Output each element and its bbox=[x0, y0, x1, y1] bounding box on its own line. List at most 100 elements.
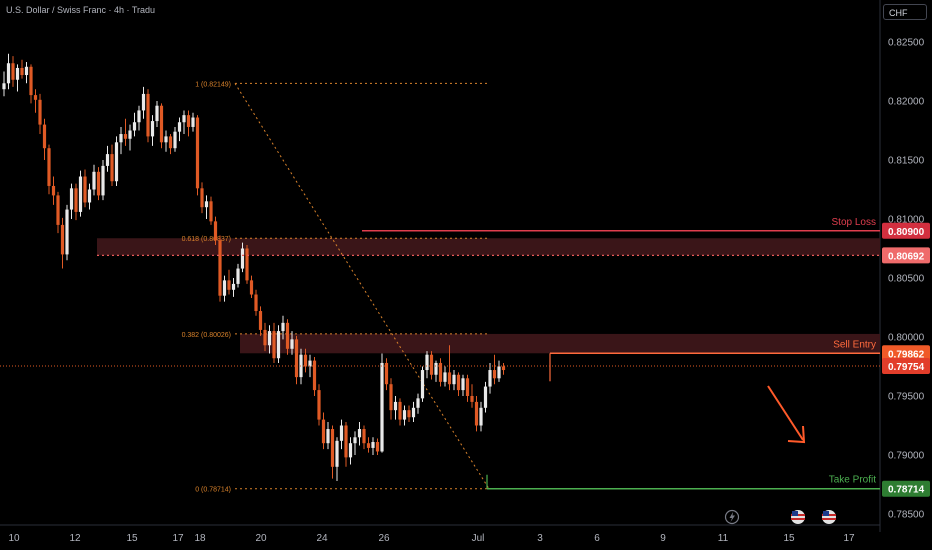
candle-body bbox=[393, 401, 398, 411]
price-tick-label: 0.79500 bbox=[888, 392, 925, 403]
price-axis[interactable]: 0.82500 0.82000 0.81500 0.81000 0.80500 0.800… bbox=[882, 38, 930, 521]
candle-body bbox=[492, 370, 497, 379]
time-tick-label: 11 bbox=[718, 533, 729, 544]
candle-body bbox=[29, 66, 33, 96]
price-tick-label: 0.78500 bbox=[888, 510, 925, 521]
candle-body bbox=[209, 201, 213, 222]
candle-body bbox=[339, 425, 344, 441]
price-tick-label: 0.81500 bbox=[888, 156, 925, 167]
candle-body bbox=[285, 322, 290, 349]
time-tick-label: 15 bbox=[126, 533, 138, 544]
candle-body bbox=[326, 429, 330, 444]
candle-body bbox=[254, 294, 258, 312]
time-tick-label: 24 bbox=[316, 533, 328, 544]
candle-body bbox=[434, 362, 438, 375]
candle-body bbox=[303, 354, 308, 367]
time-axis[interactable]: 10 12 15 17 18 20 24 26 Jul 3 6 9 11 15 17 bbox=[8, 533, 855, 544]
candle-body bbox=[317, 390, 321, 420]
candle-body bbox=[344, 425, 348, 458]
candle-body bbox=[236, 268, 240, 284]
candle-body bbox=[146, 93, 150, 137]
sell-zone bbox=[240, 333, 880, 354]
price-tick-label: 0.82000 bbox=[888, 97, 925, 108]
candle-body bbox=[74, 188, 78, 212]
candle-body bbox=[11, 63, 15, 80]
us-flag-event-icon[interactable] bbox=[791, 510, 805, 524]
time-tick-label: 17 bbox=[172, 533, 184, 544]
candle-body bbox=[150, 121, 155, 137]
trade-levels[interactable]: Stop Loss Sell Entry Take Profit bbox=[0, 217, 880, 490]
candle-body bbox=[272, 331, 276, 359]
candle-body bbox=[15, 67, 20, 80]
candle-body bbox=[128, 130, 132, 139]
candle-body bbox=[2, 83, 6, 90]
candle-body bbox=[123, 134, 128, 139]
current-price-tag-text: 0.79754 bbox=[888, 362, 925, 373]
candle-body bbox=[366, 443, 371, 448]
candle-body bbox=[384, 362, 389, 385]
take-profit-price-tag bbox=[882, 480, 930, 497]
currency-selector[interactable]: CHF bbox=[883, 4, 927, 20]
candle-body bbox=[438, 362, 443, 382]
candle-body bbox=[308, 360, 312, 367]
candle-body bbox=[483, 386, 488, 408]
candle-body bbox=[353, 437, 357, 444]
candle-body bbox=[51, 185, 56, 196]
time-tick-label: 20 bbox=[255, 533, 267, 544]
candle-body bbox=[141, 93, 146, 111]
time-tick-label: 10 bbox=[8, 533, 20, 544]
sell-entry-label: Sell Entry bbox=[833, 339, 876, 350]
take-profit-label: Take Profit bbox=[829, 475, 876, 486]
candle-body bbox=[501, 366, 506, 371]
lightning-event-icon[interactable] bbox=[724, 509, 740, 525]
price-tick-label: 0.80000 bbox=[888, 333, 925, 344]
candle-body bbox=[177, 122, 182, 132]
time-tick-label: 17 bbox=[843, 533, 855, 544]
candle-body bbox=[182, 115, 186, 123]
price-tick-label: 0.79000 bbox=[888, 451, 925, 462]
candle-body bbox=[213, 221, 218, 241]
fibonacci-retracement[interactable]: 1 (0.82149) 0.618 (0.80837) 0.382 (0.80026… bbox=[182, 81, 490, 494]
candle-body bbox=[357, 429, 362, 438]
candle-body bbox=[222, 280, 227, 296]
candle-body bbox=[281, 322, 285, 332]
candle-body bbox=[78, 176, 83, 212]
candle-body bbox=[69, 188, 74, 210]
candle-body bbox=[429, 354, 434, 375]
sell-entry-price-tag bbox=[882, 345, 930, 362]
candle-body bbox=[267, 331, 272, 346]
candle-body bbox=[389, 384, 393, 411]
candle-body bbox=[470, 396, 474, 402]
candle-body bbox=[164, 136, 168, 143]
candle-body bbox=[119, 134, 123, 143]
candle-body bbox=[321, 419, 326, 444]
current-price-tag bbox=[882, 358, 930, 375]
candle-body bbox=[173, 131, 177, 149]
fib-level-label: 0.618 (0.80837) bbox=[182, 236, 231, 243]
candle-body bbox=[33, 95, 38, 100]
candle-body bbox=[249, 280, 254, 295]
candle-body bbox=[348, 443, 353, 458]
candle-body bbox=[137, 110, 141, 123]
candle-body bbox=[497, 366, 501, 379]
candle-body bbox=[263, 329, 267, 346]
us-flag-event-icon[interactable] bbox=[822, 510, 836, 524]
candle-body bbox=[83, 176, 87, 203]
zone-price-tag-text: 0.80692 bbox=[888, 251, 925, 262]
fib-level-label: 1 (0.82149) bbox=[195, 81, 231, 88]
time-tick-label: 26 bbox=[378, 533, 390, 544]
candle-body bbox=[380, 362, 384, 452]
candle-body bbox=[56, 195, 60, 225]
sell-entry-price-tag-text: 0.79862 bbox=[888, 349, 925, 360]
supply-zones bbox=[97, 238, 880, 354]
candle-body bbox=[110, 154, 114, 182]
candle-body bbox=[312, 360, 317, 391]
candle-body bbox=[6, 63, 11, 84]
time-tick-label: 3 bbox=[537, 533, 543, 544]
candle-body bbox=[375, 442, 380, 452]
time-tick-label: 9 bbox=[660, 533, 666, 544]
candle-body bbox=[231, 283, 236, 290]
time-tick-label: 6 bbox=[594, 533, 600, 544]
